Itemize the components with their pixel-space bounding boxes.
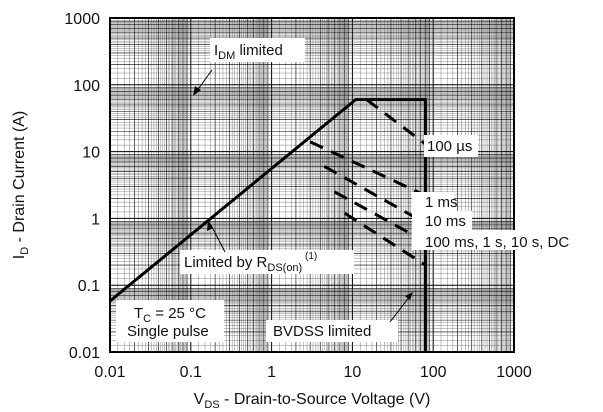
x-tick-label: 10 [344,364,362,381]
y-tick-label: 1 [91,211,100,228]
y-tick-label: 1000 [64,11,100,28]
y-axis-label: ID - Drain Current (A) [11,111,31,259]
tc-annotation: TC = 25 °C [134,305,206,325]
x-tick-label: 100 [420,364,447,381]
rds-annotation: Limited by RDS(on) (1) [184,251,317,274]
idm-arrowhead [193,86,201,96]
x-tick-label: 0.01 [94,364,125,381]
x-tick-label: 0.1 [180,364,202,381]
label-dc: 100 ms, 1 s, 10 s, DC [425,234,569,251]
series-line-2 [365,98,427,146]
pulse-annotation: Single pulse [127,323,209,340]
annotations: IDM limited Limited by RDS(on) (1) 100 µ… [116,38,590,342]
bvdss-arrowhead [405,292,413,300]
label-100us: 100 µs [427,138,472,155]
label-1ms: 1 ms [425,194,458,211]
idm-annotation: IDM limited [214,42,283,62]
rds-arrowhead [207,220,213,231]
chart-grid [109,18,514,353]
plot-frame [109,17,515,353]
y-tick-label: 100 [73,78,100,95]
y-tick-label: 0.1 [78,278,100,295]
series-line-3 [309,140,427,197]
rds-arrow [210,224,226,253]
x-tick-label: 1000 [496,364,532,381]
tick-labels: 0.01 0.1 1 10 100 1000 0.01 0.1 1 10 100 1000 [64,11,531,381]
series-line-6 [343,211,427,267]
series-line-4 [323,165,427,225]
series-line-5 [333,190,427,243]
y-tick-label: 0.01 [69,345,100,362]
idm-arrow [195,69,213,93]
label-10ms: 10 ms [425,213,466,230]
bvdss-annotation: BVDSS limited [273,323,371,340]
y-tick-label: 10 [82,145,100,162]
bvdss-arrow [389,295,411,323]
x-axis-label: VDS - Drain-to-Source Voltage (V) [194,391,431,411]
x-tick-label: 1 [267,364,276,381]
